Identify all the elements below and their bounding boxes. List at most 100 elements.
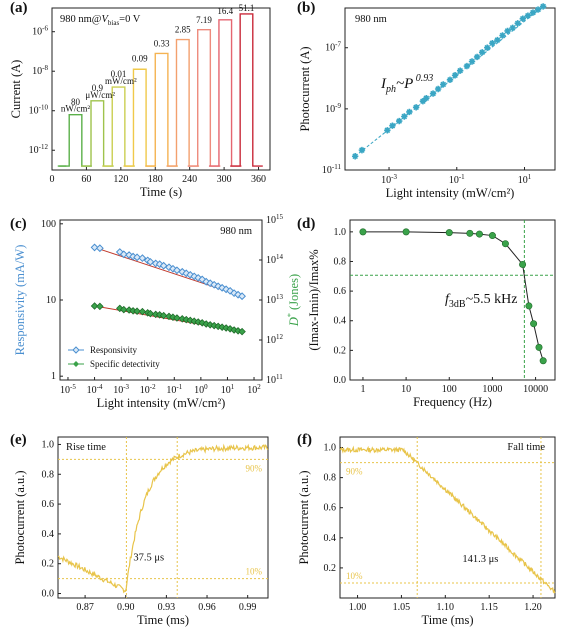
- pulse-label-10: 7.19: [196, 15, 212, 25]
- responsivity-point: [218, 283, 227, 292]
- responsivity-point: [165, 263, 173, 272]
- data-point: [451, 72, 459, 79]
- x-tick-label: 10: [401, 384, 411, 395]
- x-tick-label: 1.15: [480, 602, 498, 613]
- detectivity-point: [146, 309, 155, 318]
- y-tick-label-left: 100: [41, 219, 56, 230]
- x-axis-label: Time (ms): [422, 613, 474, 627]
- y-tick-label: 10-11: [322, 163, 342, 176]
- x-tick-label: 100: [442, 384, 457, 395]
- responsivity-point: [125, 251, 134, 259]
- x-axis-label: Time (s): [140, 185, 182, 199]
- y-axis-label: Photocurrent (a.u.): [13, 470, 27, 564]
- y-axis-label-left: Responsivity (mA/W): [13, 245, 27, 356]
- fall-curve: [339, 445, 556, 594]
- annotation-b: 980 nm: [355, 14, 387, 25]
- pulse-label-1: 80: [71, 97, 81, 107]
- panel-f: (f) 1.00 1.05 1.10 1.15 1.20 0.2 0.4 0.6 0.8 1.0 Ti…: [297, 432, 556, 627]
- data-point: [514, 20, 521, 27]
- data-point: [529, 9, 537, 16]
- x-tick-label: 1.05: [393, 602, 411, 613]
- data-point: [445, 229, 453, 237]
- x-tick-label: 10-4: [87, 383, 103, 396]
- level-label-10: 10%: [246, 567, 263, 577]
- y-axis-label-right: D* (Jones): [286, 274, 301, 327]
- fall-time-value: 141.3 μs: [462, 554, 498, 565]
- data-point: [484, 44, 491, 51]
- y-tick-label: 0.4: [42, 529, 55, 540]
- detectivity-point: [138, 307, 147, 316]
- data-point: [535, 343, 543, 351]
- responsivity-point: [138, 254, 147, 263]
- level-label-10: 10%: [346, 571, 363, 581]
- rise-curve: [57, 443, 269, 594]
- data-point: [478, 49, 486, 56]
- y-tick-label-right: 1013: [266, 293, 284, 306]
- data-point: [539, 357, 547, 365]
- x-tick-label: 120: [113, 174, 128, 185]
- data-point: [419, 98, 427, 105]
- y-tick-label: 0.6: [324, 503, 337, 514]
- responsivity-point: [133, 253, 141, 262]
- data-point: [524, 12, 532, 19]
- x-tick-label: 10-3: [113, 383, 129, 396]
- data-point: [395, 117, 403, 125]
- y-tick-label: 0.8: [334, 256, 347, 267]
- legend-label-detectivity: Specific detectivity: [90, 359, 160, 369]
- pulse-1: [59, 113, 92, 167]
- x-tick-label: 0.99: [239, 602, 257, 613]
- legend-label-responsivity: Responsivity: [90, 345, 138, 355]
- data-point: [475, 230, 483, 238]
- panel-e: (e) 0.87 0.90 0.93 0.96 0.99 0.0 0.2 0.4 0.6 0.8 1.…: [10, 432, 269, 627]
- x-tick-label: 1.10: [437, 602, 455, 613]
- y-tick-label: 0.4: [334, 316, 347, 327]
- x-tick-label: 10000: [523, 384, 548, 395]
- panel-label-f: (f): [297, 432, 312, 448]
- y-tick-label: 0.0: [334, 375, 347, 386]
- x-axis-label: Time (ms): [137, 613, 189, 627]
- pulse-6: [166, 38, 200, 167]
- y-tick-label: 10-12: [29, 143, 49, 156]
- y-axis-label: Photocurrent (a.u.): [297, 470, 311, 564]
- x-tick-label: 240: [182, 174, 197, 185]
- x-tick-label: 10-3: [381, 173, 397, 186]
- data-point: [456, 67, 464, 74]
- panel-b: (b) 10-3 10-1 101 10-11 10-9 10-7 Light intensi…: [297, 0, 556, 200]
- pulse-label-9: 2.85: [175, 25, 191, 35]
- y-tick-label-right: 1012: [266, 333, 284, 346]
- y-tick-label-left: 10: [46, 295, 56, 306]
- y-tick-label: 10-8: [32, 64, 48, 77]
- responsivity-point: [210, 280, 219, 289]
- y-tick-label: 10-6: [32, 25, 48, 38]
- y-tick-label-right: 1015: [266, 213, 284, 226]
- y-tick-label: 0.2: [324, 563, 337, 574]
- y-tick-label: 0.2: [42, 559, 55, 570]
- y-tick-label-right: 1011: [266, 373, 283, 386]
- x-tick-label: 0.90: [117, 602, 135, 613]
- pulse-5: [145, 52, 178, 167]
- responsivity-point: [198, 275, 207, 284]
- pulse-label-7: 0.09: [132, 53, 148, 63]
- x-tick-label: 0.87: [76, 602, 94, 613]
- pulse-label-4: μW/cm²: [85, 90, 115, 100]
- x-tick-label: 102: [247, 383, 261, 396]
- panel-label-b: (b): [297, 0, 315, 16]
- responsivity-point: [95, 244, 104, 253]
- x-axis-label: Light intensity (mW/cm²): [97, 396, 226, 410]
- data-point: [384, 127, 391, 134]
- panel-label-d: (d): [297, 216, 315, 232]
- data-point: [423, 94, 430, 102]
- panel-d: (d) 1 10 100 1000 10000 0.0 0.2 0.4 0.6 0.8 1.0 Freq…: [297, 216, 556, 409]
- x-tick-label: 60: [81, 174, 91, 185]
- detectivity-point: [116, 304, 124, 313]
- detectivity-point: [90, 302, 99, 310]
- x-tick-label: 100: [194, 383, 208, 396]
- plot-frame-d: [349, 219, 556, 381]
- data-point: [434, 85, 442, 93]
- pulse-7: [187, 29, 221, 167]
- plot-frame-c: [59, 219, 263, 381]
- y-tick-label-right: 1014: [266, 253, 284, 266]
- detectivity-point: [238, 327, 246, 336]
- responsivity-point: [230, 289, 238, 298]
